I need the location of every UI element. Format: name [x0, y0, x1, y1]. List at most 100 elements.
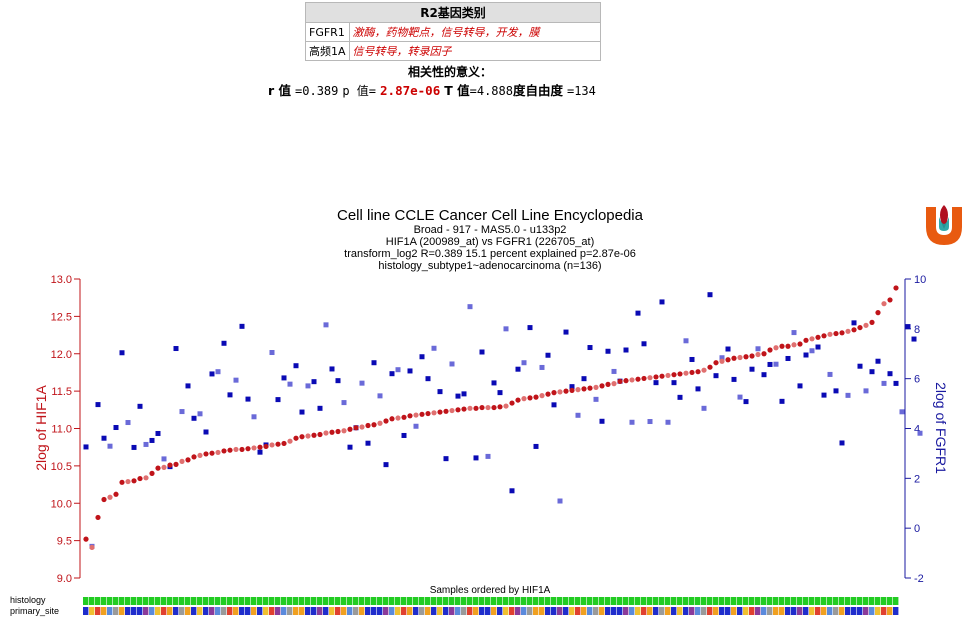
- histology-cell: [179, 597, 185, 605]
- histology-cell: [599, 597, 605, 605]
- fgfr1-point: [707, 292, 713, 298]
- primary-site-cell: [509, 607, 515, 615]
- hif1a-point: [89, 544, 95, 550]
- primary-site-cell: [599, 607, 605, 615]
- fgfr1-point: [221, 340, 227, 346]
- hif1a-point: [833, 330, 839, 337]
- histology-cell: [161, 597, 167, 605]
- histology-cell: [299, 597, 305, 605]
- fgfr1-point: [893, 380, 899, 386]
- histology-cell: [125, 597, 131, 605]
- primary-site-cell: [335, 607, 341, 615]
- fgfr1-point: [383, 462, 389, 468]
- histology-cell: [419, 597, 425, 605]
- histology-cell: [371, 597, 377, 605]
- fgfr1-point: [785, 355, 791, 361]
- hif1a-point: [353, 425, 359, 431]
- histology-cell: [689, 597, 695, 605]
- fgfr1-point: [503, 326, 509, 332]
- histology-cell: [341, 597, 347, 605]
- primary-site-cell: [155, 607, 161, 615]
- fgfr1-point: [131, 444, 137, 450]
- hif1a-point: [563, 388, 569, 394]
- hif1a-point: [341, 428, 347, 434]
- hif1a-point: [857, 324, 863, 331]
- histology-cell: [89, 597, 95, 605]
- left-tick-label: 11.5: [51, 386, 72, 398]
- hif1a-point: [851, 327, 857, 333]
- fgfr1-point: [251, 414, 257, 420]
- histology-cell: [665, 597, 671, 605]
- primary-site-cell: [797, 607, 803, 615]
- primary-site-cell: [839, 607, 845, 615]
- hif1a-point: [197, 452, 203, 459]
- hif1a-point: [773, 345, 779, 351]
- primary-site-cell: [215, 607, 221, 615]
- primary-site-track-label: primary_site: [10, 606, 59, 616]
- histology-cell: [287, 597, 293, 605]
- histology-cell: [563, 597, 569, 605]
- histology-cell: [131, 597, 137, 605]
- hif1a-point: [131, 478, 137, 484]
- fgfr1-point: [533, 443, 539, 449]
- histology-cell: [863, 597, 869, 605]
- histology-cell: [755, 597, 761, 605]
- histology-cell: [137, 597, 143, 605]
- fgfr1-point: [119, 350, 125, 356]
- t-value: =4.888: [469, 84, 513, 98]
- fgfr1-point: [491, 380, 497, 386]
- fgfr1-point: [125, 420, 131, 426]
- hif1a-point: [455, 407, 461, 413]
- primary-site-cell: [305, 607, 311, 615]
- primary-site-cell: [323, 607, 329, 615]
- histology-cell: [383, 597, 389, 605]
- fgfr1-point: [905, 324, 911, 330]
- fgfr1-point: [803, 352, 809, 358]
- histology-cell: [107, 597, 113, 605]
- primary-site-cell: [749, 607, 755, 615]
- histology-cell: [197, 597, 203, 605]
- primary-site-cell: [443, 607, 449, 615]
- histology-cell: [437, 597, 443, 605]
- fgfr1-point: [557, 498, 563, 504]
- fgfr1-point: [365, 440, 371, 446]
- p-label: p 值=: [342, 84, 377, 98]
- primary-site-cell: [557, 607, 563, 615]
- histology-cell: [443, 597, 449, 605]
- histology-cell: [821, 597, 827, 605]
- histology-cell: [455, 597, 461, 605]
- primary-site-cell: [707, 607, 713, 615]
- primary-site-cell: [875, 607, 881, 615]
- hif1a-point: [557, 389, 563, 395]
- hif1a-point: [293, 435, 299, 441]
- primary-site-cell: [491, 607, 497, 615]
- hif1a-point: [185, 457, 191, 463]
- hif1a-point: [755, 351, 761, 358]
- histology-cell: [101, 597, 107, 605]
- t-label: T 值: [444, 83, 470, 98]
- fgfr1-point: [269, 350, 275, 356]
- fgfr1-point: [599, 418, 605, 424]
- left-tick-label: 9.0: [57, 573, 72, 585]
- hif1a-point: [119, 479, 125, 485]
- hif1a-point: [695, 369, 701, 375]
- category-table-header: R2基因类别: [305, 2, 601, 23]
- hif1a-point: [263, 443, 269, 450]
- histology-cell: [389, 597, 395, 605]
- histology-cell: [461, 597, 467, 605]
- primary-site-cell: [713, 607, 719, 615]
- primary-site-cell: [143, 607, 149, 615]
- primary-site-cell: [623, 607, 629, 615]
- primary-site-cell: [455, 607, 461, 615]
- left-tick-label: 12.5: [51, 311, 72, 323]
- histology-cell: [485, 597, 491, 605]
- histology-cell: [527, 597, 533, 605]
- histology-cell: [803, 597, 809, 605]
- primary-site-cell: [833, 607, 839, 615]
- hif1a-point: [785, 343, 791, 349]
- histology-cell: [833, 597, 839, 605]
- primary-site-cell: [659, 607, 665, 615]
- histology-cell: [113, 597, 119, 605]
- histology-cell: [215, 597, 221, 605]
